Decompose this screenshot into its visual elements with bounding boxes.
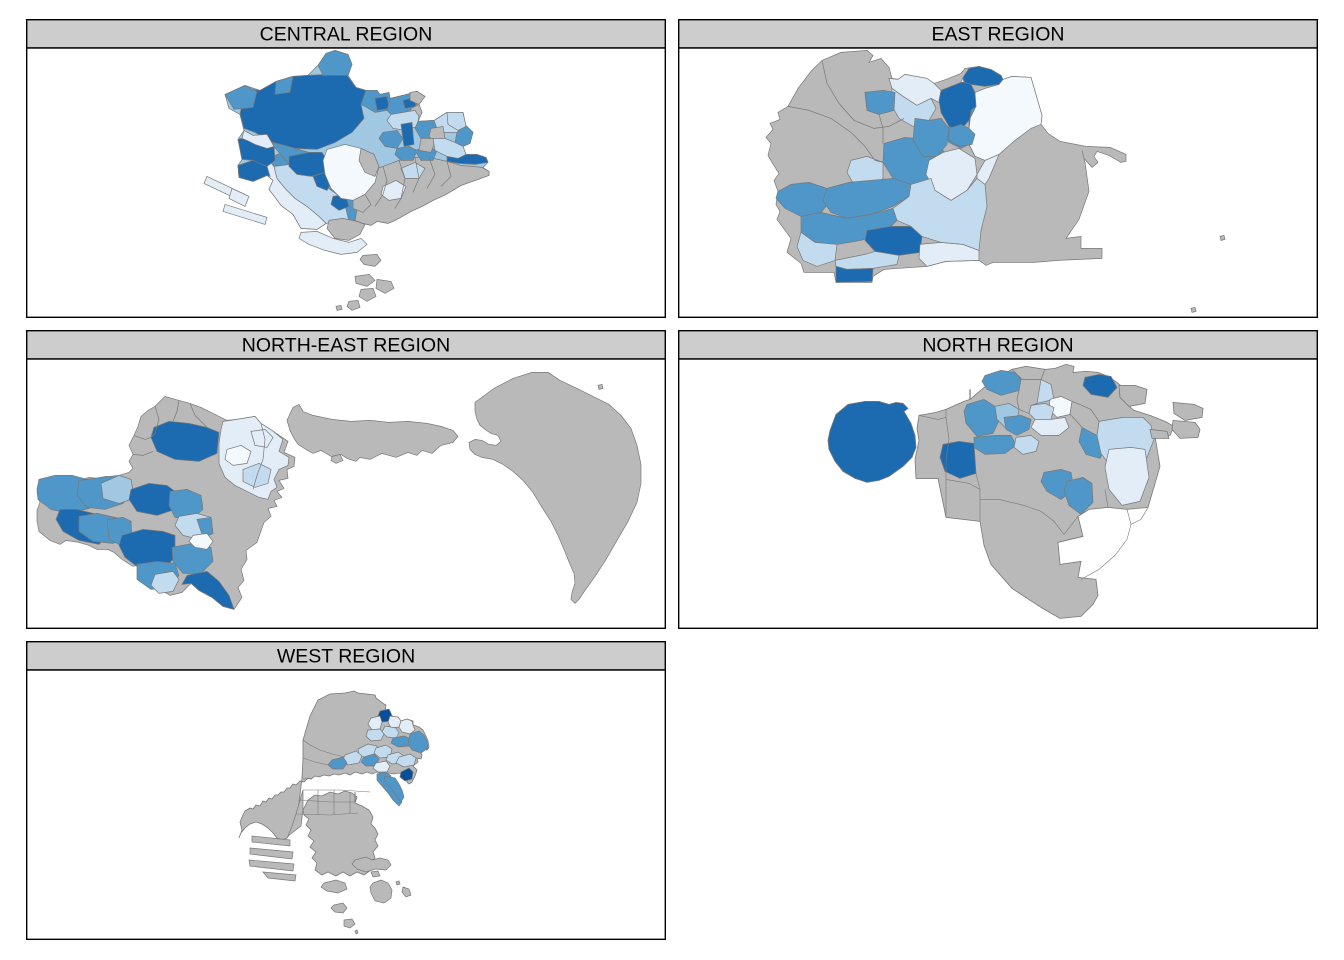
svg-text:WEST REGION: WEST REGION (277, 646, 415, 668)
svg-text:NORTH-EAST REGION: NORTH-EAST REGION (242, 335, 450, 357)
svg-text:NORTH REGION: NORTH REGION (922, 335, 1073, 357)
svg-text:CENTRAL REGION: CENTRAL REGION (260, 24, 433, 46)
svg-text:EAST REGION: EAST REGION (932, 24, 1065, 46)
